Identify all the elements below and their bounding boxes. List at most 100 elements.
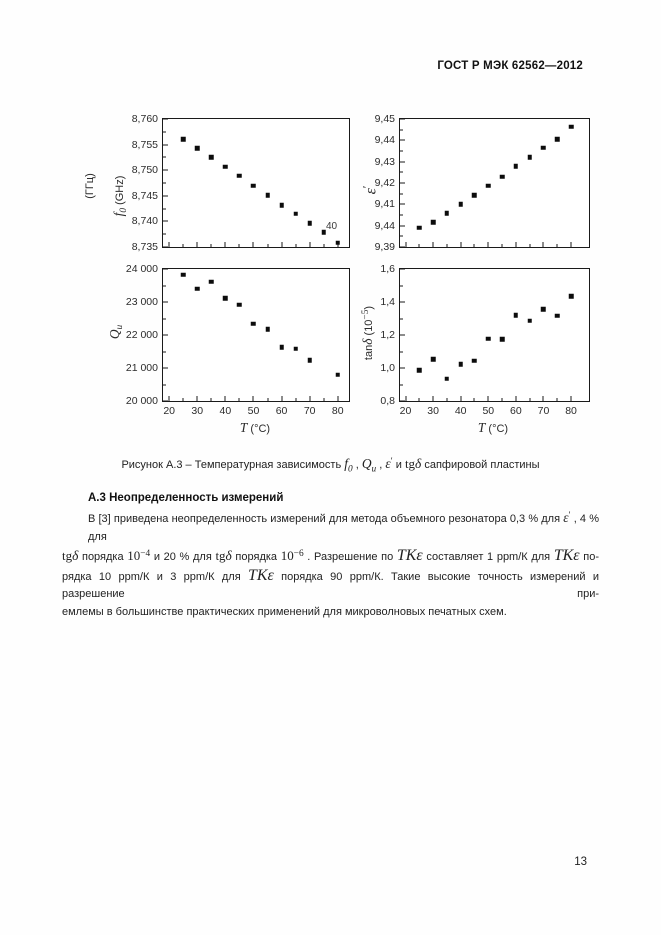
y-axis-tick-label: 8,735 [131, 241, 158, 253]
y-axis-tick-label: 1,2 [380, 329, 395, 341]
y-axis-tick [400, 161, 405, 163]
data-point [251, 183, 256, 188]
x-axis-tick [224, 242, 226, 247]
text-segment: ′ [568, 511, 571, 521]
x-axis-tick [515, 396, 517, 401]
x-axis-tick-label: 80 [565, 405, 577, 417]
data-point [279, 202, 284, 208]
y-axis-tick [400, 367, 405, 369]
section-heading-a3: А.3 Неопределенность измерений [88, 492, 284, 504]
text-segment: TKε [396, 547, 423, 565]
text-segment: ε [362, 188, 380, 195]
y-axis-minor-tick [400, 214, 403, 216]
text-segment: TKε [248, 566, 274, 584]
x-axis-tick [487, 396, 489, 401]
data-point [251, 321, 256, 327]
text-segment: сапфировой пластины [421, 459, 540, 471]
y-axis-tick [163, 246, 168, 248]
x-axis-tick [432, 396, 434, 401]
text-segment: Q [106, 329, 122, 340]
data-point [237, 173, 242, 179]
text-segment: (°C) [485, 423, 509, 435]
x-axis-minor-tick [473, 244, 475, 247]
data-point [555, 137, 560, 142]
data-point [555, 313, 560, 318]
y-axis-minor-tick [163, 182, 166, 184]
chart-tandelta: 1,6 1,4 1,2 1,0 0,8 20 30 40 50 60 70 80 [380, 263, 590, 417]
x-axis-tick [337, 396, 339, 401]
y-axis-tick-label: 1,0 [380, 362, 395, 374]
paragraph-line: tgδ порядка 10−4 и 20 % для tgδ порядка … [62, 546, 599, 567]
x-axis-tick [542, 396, 544, 401]
text-segment: u [371, 464, 377, 475]
data-point [472, 358, 477, 364]
data-point [279, 344, 284, 350]
x-axis-tick [405, 242, 407, 247]
y-axis-tick [400, 139, 405, 141]
text-segment: ε [385, 456, 391, 471]
text-segment: Рисунок А.3 – Температурная зависимость [121, 459, 345, 471]
data-point [180, 137, 186, 142]
x-axis-tick [168, 396, 170, 401]
text-segment: составляет 1 ppm/К для [422, 551, 554, 564]
x-axis-tick-label: 70 [537, 405, 550, 417]
x-axis-minor-tick [267, 244, 269, 247]
x-axis-tick [168, 242, 170, 247]
y-axis-tick [400, 400, 405, 402]
data-point [417, 225, 422, 231]
y-axis-minor-tick [163, 208, 166, 210]
data-point [513, 164, 519, 169]
data-point [237, 302, 242, 308]
x-axis-tick-label: 60 [275, 405, 288, 417]
y-axis-minor-tick [163, 384, 166, 385]
x-axis-minor-tick [238, 398, 240, 401]
text-segment: −5 [360, 309, 371, 320]
x-axis-tick [309, 396, 311, 401]
chart-f0: 8,760 8,755 8,750 8,745 8,740 8,735 [132, 113, 350, 253]
text-segment: −4 [140, 549, 151, 560]
x-axis-tick-label: 20 [163, 405, 176, 417]
y-axis-unit-label-ggc: (ГГц) [84, 173, 96, 199]
y-axis-tick-label: 9,41 [374, 198, 395, 211]
x-axis-minor-tick [473, 398, 475, 401]
y-axis-tick-label: 24 000 [125, 263, 158, 275]
text-segment: tg [62, 548, 73, 564]
text-segment: рядка 10 ppm/К и 3 ppm/К для [62, 570, 249, 583]
text-segment: порядка [78, 551, 128, 564]
y-axis-tick [400, 118, 405, 120]
data-point [541, 307, 546, 312]
x-axis-tick [432, 242, 434, 247]
chart-epsilon: 9,45 9,44 9,43 9,42 9,41 9,44 9,39 [375, 113, 590, 253]
x-axis-minor-tick [238, 244, 240, 247]
data-point [458, 202, 463, 207]
y-axis-label-f0: f0 (GHz) [111, 176, 129, 217]
y-axis-minor-tick [400, 285, 403, 286]
y-axis-tick-label: 22 000 [125, 329, 158, 341]
x-axis-tick [196, 242, 198, 247]
data-point [293, 346, 298, 352]
y-axis-tick [163, 301, 168, 303]
y-axis-tick-label: 21 000 [125, 362, 158, 374]
data-point [486, 336, 491, 342]
data-point [458, 361, 463, 367]
data-point [265, 327, 270, 332]
y-axis-tick-label: 8,740 [131, 215, 158, 228]
y-axis-tick-label: 1,6 [380, 263, 395, 275]
y-axis-tick-label: 9,43 [374, 155, 395, 168]
data-point [472, 192, 477, 198]
x-axis-minor-tick [210, 398, 212, 401]
text-segment: T [477, 420, 486, 435]
data-point [335, 372, 340, 377]
data-point [195, 286, 200, 292]
x-axis-minor-tick [295, 398, 297, 401]
x-axis-tick-label: 70 [303, 405, 316, 417]
paragraph-line: емлемы в большинстве практических примен… [62, 604, 599, 622]
data-point [209, 155, 214, 160]
y-axis-tick [400, 246, 405, 248]
text-segment: В [3] приведена неопределенность измерен… [88, 513, 564, 526]
text-segment: емлемы в большинстве практических примен… [62, 605, 507, 618]
y-axis-tick-label: 23 000 [125, 296, 158, 308]
x-axis-minor-tick [556, 244, 558, 247]
y-axis-tick [163, 268, 168, 270]
